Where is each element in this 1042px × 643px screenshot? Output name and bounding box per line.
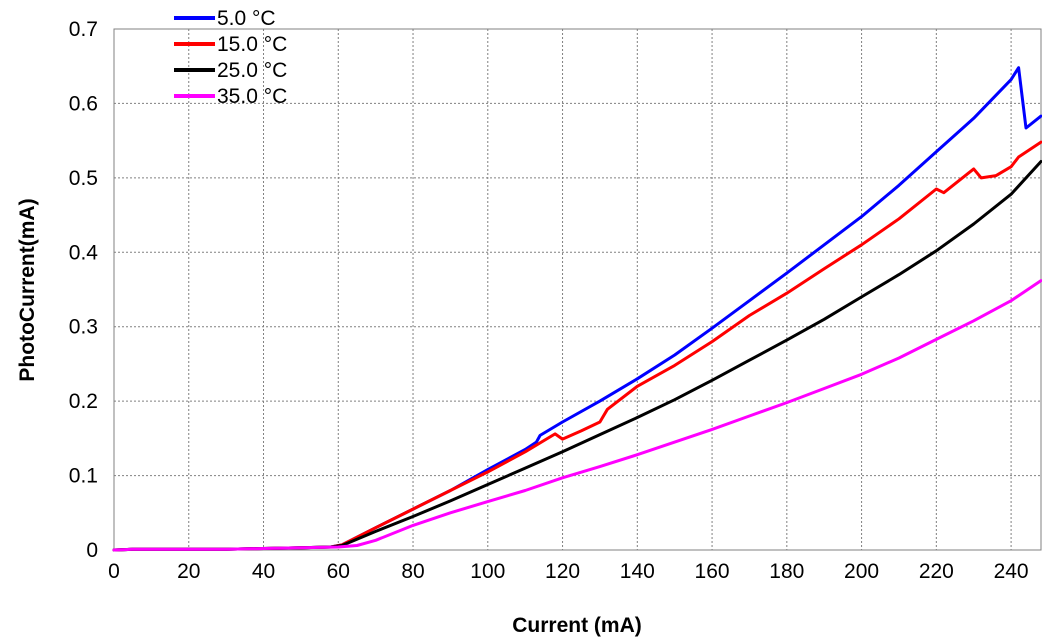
x-tick-label: 140 [620, 560, 655, 583]
y-tick-label: 0 [86, 539, 98, 562]
x-tick-label: 40 [252, 560, 275, 583]
y-axis-title: PhotoCurrent(mA) [16, 198, 39, 381]
series-line-3 [112, 279, 1042, 552]
x-tick-label: 60 [327, 560, 350, 583]
y-tick-label: 0.4 [69, 241, 99, 264]
x-axis-title: Current (mA) [512, 614, 642, 637]
x-tick-label: 240 [994, 560, 1029, 583]
legend-label-3: 35.0 °C [217, 85, 287, 108]
x-tick-label: 200 [844, 560, 879, 583]
x-tick-label: 80 [401, 560, 424, 583]
legend: 5.0 °C 15.0 °C 25.0 °C 35.0 °C [174, 7, 287, 108]
x-axis-ticks: 0 20 40 60 80 100 120 140 160 180 200 220 240 [108, 560, 1028, 583]
x-tick-label: 120 [545, 560, 580, 583]
x-tick-label: 160 [695, 560, 730, 583]
legend-label-1: 15.0 °C [217, 33, 287, 56]
y-tick-label: 0.6 [69, 92, 98, 115]
series-line-1 [112, 140, 1042, 552]
series-line-0 [112, 66, 1042, 552]
y-axis-ticks: 0 0.1 0.2 0.3 0.4 0.5 0.6 0.7 [69, 18, 99, 562]
y-tick-label: 0.3 [69, 316, 98, 339]
legend-label-2: 25.0 °C [217, 59, 287, 82]
y-tick-label: 0.2 [69, 390, 98, 413]
x-tick-label: 100 [470, 560, 505, 583]
x-tick-label: 0 [108, 560, 120, 583]
plot-area-border [113, 28, 1042, 551]
series-group [112, 66, 1042, 552]
legend-label-0: 5.0 °C [217, 7, 276, 30]
x-tick-label: 20 [177, 560, 200, 583]
x-tick-label: 180 [769, 560, 804, 583]
y-tick-label: 0.1 [69, 465, 98, 488]
y-tick-label: 0.7 [69, 18, 98, 41]
x-tick-label: 220 [919, 560, 954, 583]
y-tick-label: 0.5 [69, 167, 98, 190]
